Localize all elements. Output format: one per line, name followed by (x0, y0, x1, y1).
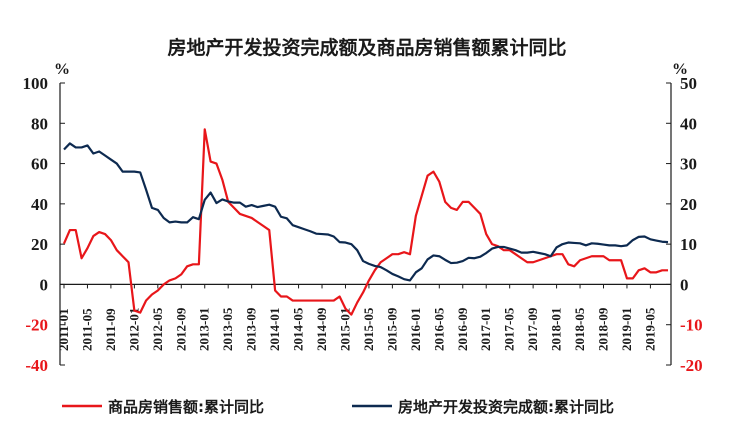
left-tick-label: -20 (25, 316, 48, 335)
chart-title: 房地产开发投资完成额及商品房销售额累计同比 (167, 36, 566, 59)
x-tick-label: 2018-05 (572, 307, 587, 351)
left-tick-label: 0 (40, 275, 49, 294)
left-tick-label: 100 (23, 74, 49, 93)
x-tick-label: 2013-09 (244, 307, 259, 351)
x-tick-label: 2018-01 (549, 308, 564, 351)
legend-label-sales: 商品房销售额:累计同比 (108, 398, 264, 416)
x-tick-label: 2015-05 (361, 307, 376, 351)
right-axis-unit: % (672, 61, 688, 78)
x-tick-label: 2017-05 (502, 307, 517, 351)
x-tick-label: 2013-01 (197, 308, 212, 351)
x-tick-label: 2018-09 (595, 307, 610, 351)
left-tick-label: 40 (31, 195, 48, 214)
left-y-ticks: 100 80 60 40 20 0 -20 -40 (23, 74, 65, 375)
x-tick-label: 2014-01 (267, 308, 282, 351)
x-tick-label: 2019-01 (619, 308, 634, 351)
x-tick-label: 2017-01 (478, 308, 493, 351)
series-layer (62, 128, 669, 316)
legend-label-investment: 房地产开发投资完成额:累计同比 (398, 398, 614, 416)
left-tick-label: -40 (25, 356, 48, 375)
legend: 商品房销售额:累计同比 房地产开发投资完成额:累计同比 (62, 398, 614, 416)
series-line-0 (62, 128, 668, 316)
x-tick-label: 2012-01 (126, 308, 141, 351)
right-tick-label: 20 (680, 195, 697, 214)
x-tick-label: 2015-09 (384, 307, 399, 351)
series-line-1 (63, 142, 669, 282)
x-tick-label: 2011-01 (56, 308, 71, 351)
x-tick-label: 2014-05 (291, 307, 306, 351)
right-tick-label: 50 (680, 74, 697, 93)
x-tick-label: 2013-05 (220, 307, 235, 351)
x-tick-label: 2014-09 (314, 307, 329, 351)
x-tick-label: 2012-09 (173, 307, 188, 351)
right-tick-label: 40 (680, 114, 697, 133)
x-ticks: 2011-01 2011-05 2011-09 2012-01 2012-05 2012-… (56, 284, 657, 351)
x-tick-label: 2016-01 (408, 308, 423, 351)
right-tick-label: -10 (680, 316, 703, 335)
right-tick-label: 0 (680, 275, 689, 294)
right-y-ticks: 50 40 30 20 10 0 -10 -20 (666, 74, 703, 375)
left-axis-unit: % (54, 61, 70, 78)
x-tick-label: 2012-05 (150, 307, 165, 351)
x-tick-label: 2015-01 (337, 308, 352, 351)
left-tick-label: 60 (31, 155, 48, 174)
x-tick-label: 2016-09 (455, 307, 470, 351)
right-tick-label: 30 (680, 155, 697, 174)
left-tick-label: 80 (31, 114, 48, 133)
x-tick-label: 2016-05 (431, 307, 446, 351)
x-tick-label: 2011-09 (103, 308, 118, 351)
x-tick-label: 2017-09 (525, 307, 540, 351)
left-tick-label: 20 (31, 235, 48, 254)
right-tick-label: 10 (680, 235, 697, 254)
x-tick-label: 2019-05 (642, 307, 657, 351)
right-tick-label: -20 (680, 356, 703, 375)
x-tick-label: 2011-05 (79, 308, 94, 351)
